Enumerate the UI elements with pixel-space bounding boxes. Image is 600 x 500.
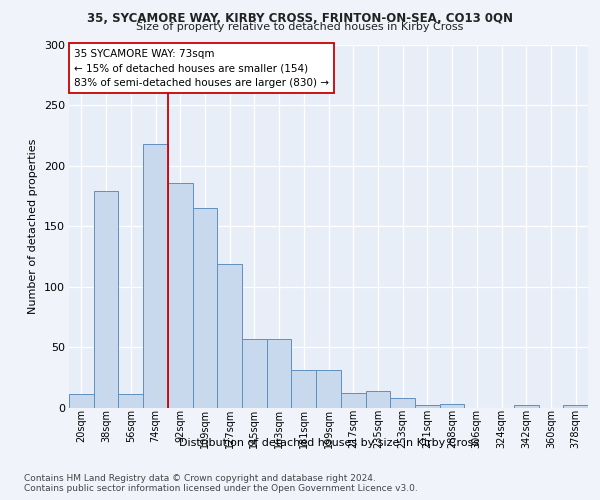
Bar <box>69 394 94 407</box>
Bar <box>316 370 341 408</box>
Bar <box>168 182 193 408</box>
Bar <box>94 191 118 408</box>
Bar <box>193 208 217 408</box>
Bar <box>217 264 242 408</box>
Bar <box>292 370 316 408</box>
Bar <box>143 144 168 407</box>
Text: 35 SYCAMORE WAY: 73sqm
← 15% of detached houses are smaller (154)
83% of semi-de: 35 SYCAMORE WAY: 73sqm ← 15% of detached… <box>74 48 329 88</box>
Text: 35, SYCAMORE WAY, KIRBY CROSS, FRINTON-ON-SEA, CO13 0QN: 35, SYCAMORE WAY, KIRBY CROSS, FRINTON-O… <box>87 12 513 26</box>
Text: Contains HM Land Registry data © Crown copyright and database right 2024.: Contains HM Land Registry data © Crown c… <box>24 474 376 483</box>
Bar <box>118 394 143 407</box>
Text: Distribution of detached houses by size in Kirby Cross: Distribution of detached houses by size … <box>179 438 479 448</box>
Bar <box>365 390 390 407</box>
Bar <box>267 338 292 407</box>
Bar <box>390 398 415 407</box>
Bar <box>440 404 464 407</box>
Bar <box>242 338 267 407</box>
Bar <box>415 405 440 407</box>
Bar <box>341 393 365 407</box>
Text: Size of property relative to detached houses in Kirby Cross: Size of property relative to detached ho… <box>136 22 464 32</box>
Text: Contains public sector information licensed under the Open Government Licence v3: Contains public sector information licen… <box>24 484 418 493</box>
Bar <box>563 405 588 407</box>
Y-axis label: Number of detached properties: Number of detached properties <box>28 138 38 314</box>
Bar <box>514 405 539 407</box>
